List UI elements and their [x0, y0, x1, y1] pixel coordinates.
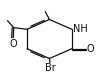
- Text: NH: NH: [73, 24, 87, 34]
- Text: Br: Br: [45, 63, 55, 73]
- Text: O: O: [9, 39, 17, 49]
- Text: O: O: [87, 44, 94, 54]
